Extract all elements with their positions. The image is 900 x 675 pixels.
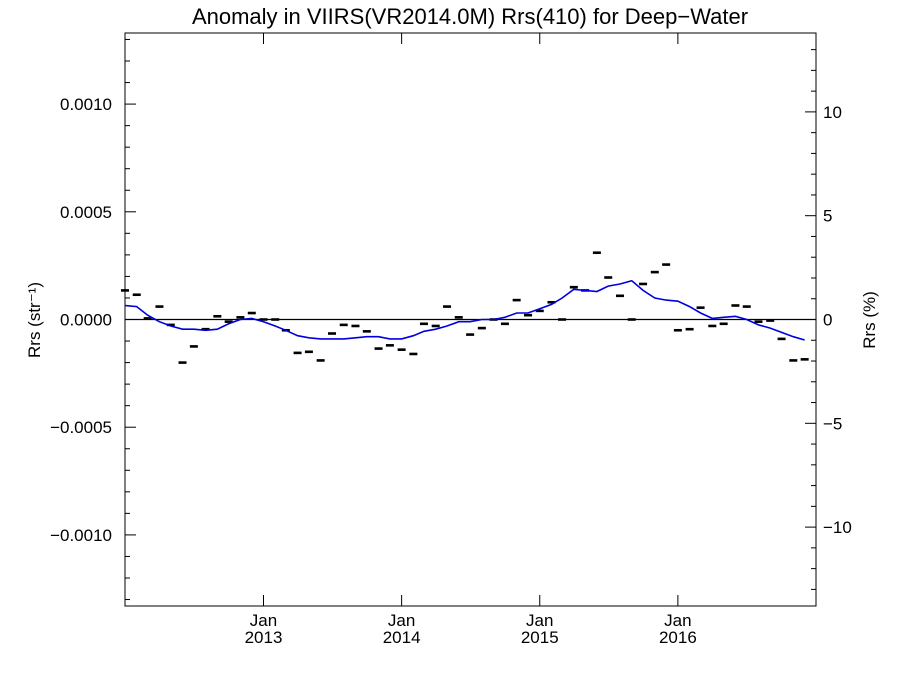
x-tick-label-month: Jan	[250, 611, 277, 630]
y-axis-title-right: Rrs (%)	[860, 291, 879, 349]
y-tick-label-left: −0.0010	[50, 526, 112, 545]
y-tick-label-left: −0.0005	[50, 418, 112, 437]
x-tick-label-year: 2015	[521, 628, 559, 647]
y-tick-label-left: 0.0005	[60, 203, 112, 222]
y-tick-label-right: −5	[823, 414, 842, 433]
y-tick-label-left: 0.0010	[60, 95, 112, 114]
y-tick-label-right: −10	[823, 518, 852, 537]
x-tick-label-month: Jan	[664, 611, 691, 630]
x-tick-label-month: Jan	[388, 611, 415, 630]
x-tick-label-year: 2013	[245, 628, 283, 647]
y-tick-label-right: 5	[823, 207, 832, 226]
x-tick-label-year: 2014	[383, 628, 421, 647]
data-layer	[121, 251, 816, 364]
x-tick-label-month: Jan	[526, 611, 553, 630]
y-tick-label-right: 0	[823, 311, 832, 330]
x-tick-label-year: 2016	[659, 628, 697, 647]
y-tick-label-right: 10	[823, 103, 842, 122]
axes-layer: 0.0010 0.0005 0.0000 −0.0005 −0.0010 10 5 0 −5 −1…	[50, 33, 852, 647]
y-axis-title-left: Rrs (str⁻¹)	[25, 282, 44, 358]
chart-title: Anomaly in VIIRS(VR2014.0M) Rrs(410) for…	[192, 4, 748, 29]
y-tick-label-left: 0.0000	[60, 311, 112, 330]
running-mean-line	[124, 279, 805, 341]
